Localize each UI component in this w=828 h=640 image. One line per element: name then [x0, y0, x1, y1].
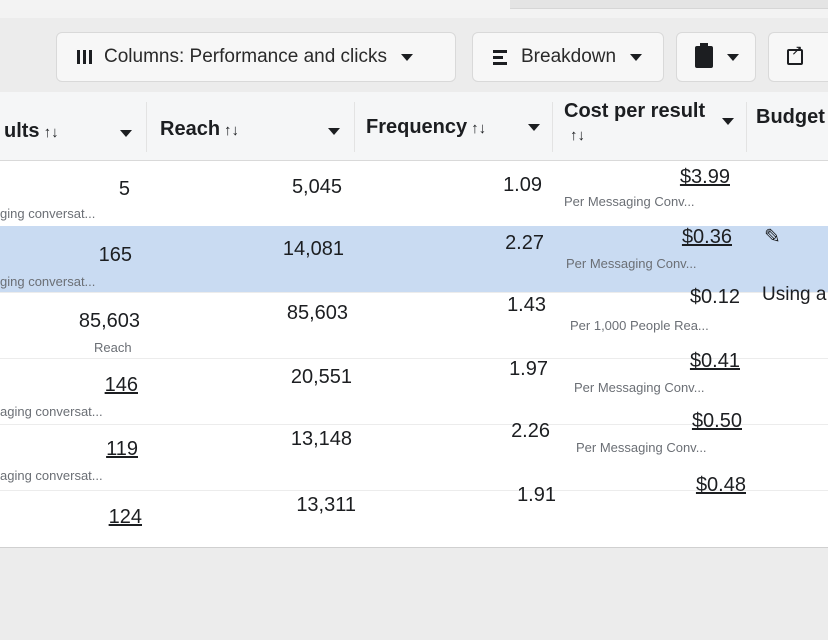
reach-value: 20,551	[290, 366, 352, 388]
chevron-down-icon[interactable]	[328, 128, 340, 135]
reach-value: 5,045	[291, 176, 342, 198]
chevron-down-icon	[727, 53, 739, 61]
open-external-button[interactable]	[768, 32, 828, 82]
frequency-value: 1.09	[503, 174, 542, 196]
results-value: 5	[118, 178, 130, 200]
results-value: 85,603	[78, 310, 140, 332]
results-value: 165	[98, 244, 132, 266]
results-subtext: aging conversat...	[0, 404, 103, 419]
pencil-icon[interactable]: ✎	[764, 226, 781, 248]
cost-value[interactable]: $0.41	[689, 350, 740, 372]
chevron-down-icon	[630, 53, 643, 61]
table-header: ults ↑↓ Reach ↑↓ Frequency ↑↓ Cost per resu…	[0, 92, 828, 161]
columns-button[interactable]: Columns: Performance and clicks	[56, 32, 456, 82]
export-button[interactable]	[676, 32, 756, 82]
results-value[interactable]: 146	[104, 374, 138, 396]
table-row[interactable]: 146 aging conversat... 20,551 1.97 $0.41…	[0, 350, 828, 425]
open-external-icon	[787, 42, 803, 65]
table-row[interactable]: 5 ging conversat... 5,045 1.09 $3.99 Per…	[0, 160, 828, 227]
chevron-down-icon[interactable]	[120, 130, 132, 137]
results-value[interactable]: 124	[108, 506, 142, 528]
cost-subtext: Per 1,000 People Rea...	[570, 318, 709, 333]
cost-value: $0.12	[689, 286, 740, 308]
results-subtext: aging conversat...	[0, 468, 103, 483]
cost-value[interactable]: $0.48	[695, 474, 746, 496]
table-row-selected[interactable]: 165 ging conversat... 14,081 2.27 $0.36 …	[0, 226, 828, 293]
chevron-down-icon[interactable]	[722, 118, 734, 125]
frequency-value: 2.27	[505, 232, 544, 254]
column-divider	[354, 102, 355, 152]
header-reach[interactable]: Reach ↑↓	[160, 118, 240, 140]
results-value[interactable]: 119	[106, 438, 138, 460]
breakdown-label: Breakdown	[521, 46, 617, 67]
cost-value[interactable]: $0.36	[681, 226, 732, 248]
breakdown-button[interactable]: Breakdown	[472, 32, 664, 82]
header-results[interactable]: ults ↑↓	[4, 120, 59, 142]
chevron-down-icon	[401, 53, 413, 61]
columns-label: Columns: Performance and clicks	[104, 46, 387, 67]
table-row[interactable]: 85,603 Reach 85,603 1.43 $0.12 Per 1,000…	[0, 284, 828, 359]
table-row[interactable]: 119 aging conversat... 13,148 2.26 $0.50…	[0, 410, 828, 491]
frequency-value: 1.91	[517, 484, 556, 506]
toolbar: Columns: Performance and clicks Breakdow…	[0, 18, 828, 92]
cost-subtext: Per Messaging Conv...	[574, 380, 705, 395]
cost-subtext: Per Messaging Conv...	[576, 440, 707, 455]
frequency-value: 2.26	[511, 420, 550, 442]
sort-icon: ↑↓	[570, 127, 585, 144]
budget-value: Using a	[762, 284, 827, 305]
reach-value: 85,603	[286, 302, 348, 324]
clipboard-icon	[695, 43, 713, 68]
cost-value[interactable]: $3.99	[679, 166, 730, 188]
sort-icon: ↑↓	[224, 122, 240, 139]
cost-value[interactable]: $0.50	[691, 410, 742, 432]
reach-value: 13,311	[296, 494, 356, 516]
header-budget[interactable]: Budget	[756, 106, 825, 128]
sort-icon: ↑↓	[43, 124, 59, 141]
cost-subtext: Per Messaging Conv...	[564, 194, 695, 209]
table-row[interactable]: 124 13,311 1.91 $0.48	[0, 474, 828, 556]
column-divider	[552, 102, 553, 152]
cost-subtext: Per Messaging Conv...	[566, 256, 697, 271]
results-table: ults ↑↓ Reach ↑↓ Frequency ↑↓ Cost per resu…	[0, 92, 828, 548]
column-divider	[746, 102, 747, 152]
top-strip-edge	[510, 0, 828, 9]
sort-icon: ↑↓	[471, 120, 487, 137]
results-subtext: Reach	[94, 340, 132, 355]
frequency-value: 1.97	[509, 358, 548, 380]
top-strip	[0, 0, 828, 18]
columns-icon	[77, 50, 92, 64]
results-subtext: ging conversat...	[0, 206, 96, 221]
reach-value: 14,081	[282, 238, 344, 260]
results-subtext: ging conversat...	[0, 274, 96, 289]
column-divider	[146, 102, 147, 152]
frequency-value: 1.43	[507, 294, 546, 316]
reach-value: 13,148	[290, 428, 352, 450]
header-cost-per-result[interactable]: Cost per result ↑↓	[564, 100, 706, 144]
header-frequency[interactable]: Frequency ↑↓	[366, 116, 487, 138]
breakdown-icon	[493, 49, 507, 65]
chevron-down-icon[interactable]	[528, 124, 540, 131]
